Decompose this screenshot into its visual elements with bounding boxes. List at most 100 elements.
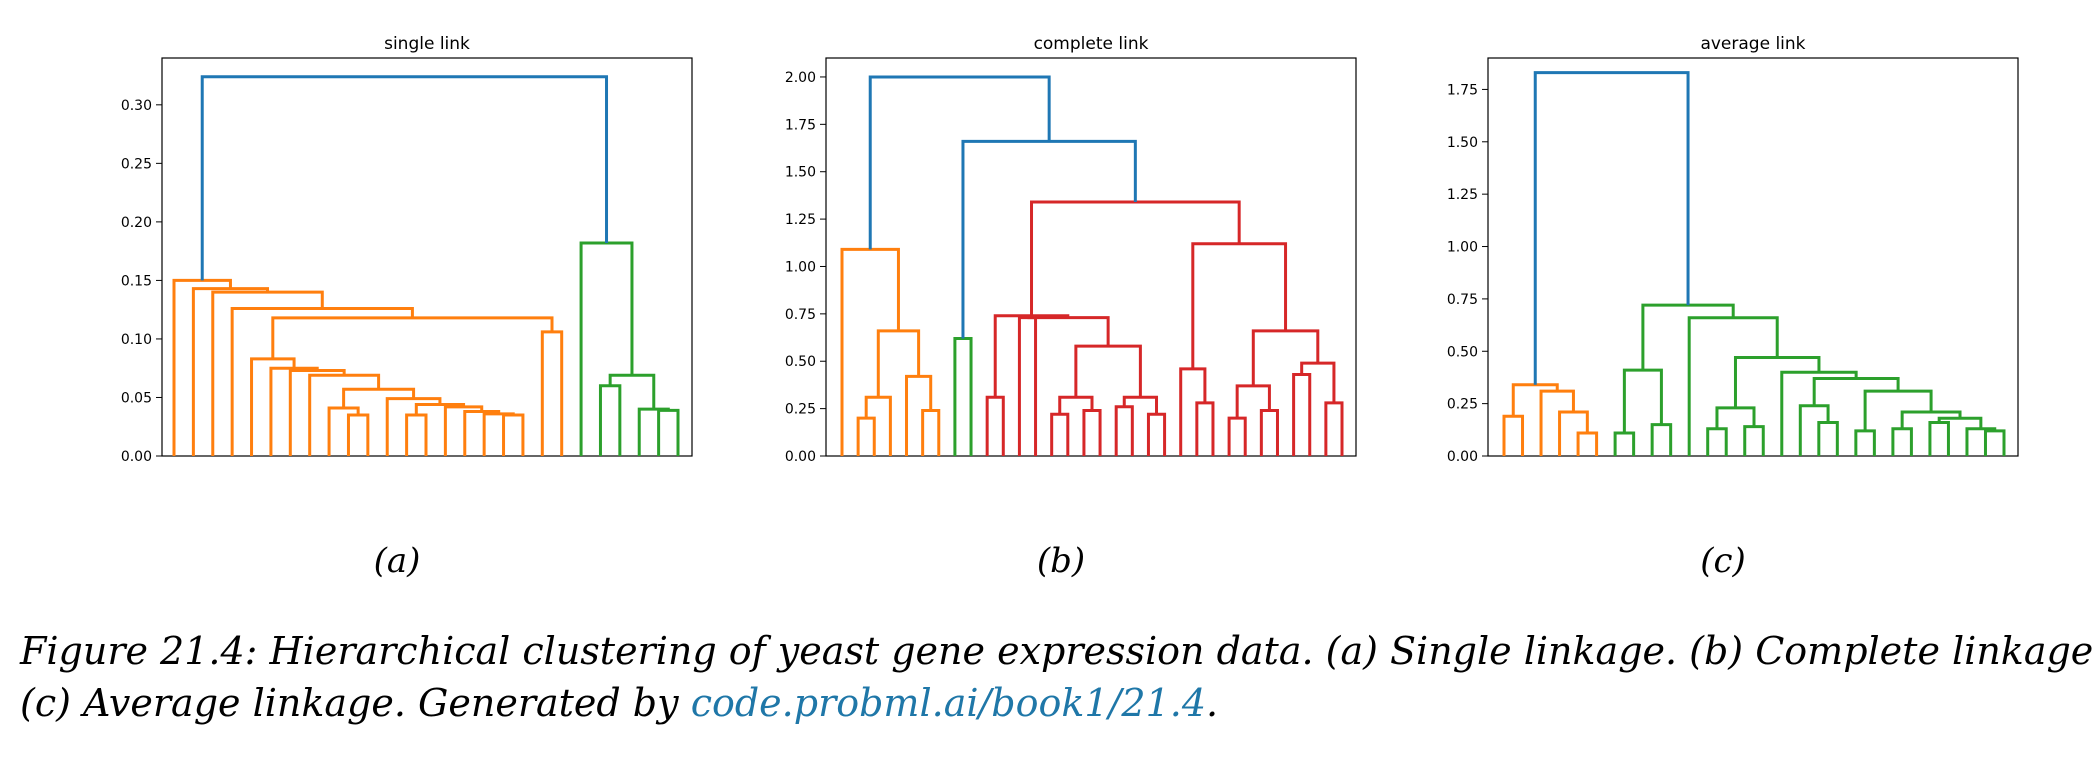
caption-line-2-prefix: (c) Average linkage. Generated by [20, 681, 691, 725]
y-tick-label: 1.50 [1447, 135, 1478, 151]
dendrogram-link [921, 409, 941, 456]
plot-frame [1487, 57, 2019, 457]
dendrogram-link [953, 336, 973, 456]
dendrogram-link [1576, 431, 1599, 456]
dendrogram-link [1179, 367, 1207, 456]
dendrogram-link [598, 384, 622, 456]
y-tick-label: 2.00 [785, 70, 816, 86]
dendrogram-link [993, 314, 1070, 398]
dendrogram-link [1195, 401, 1215, 456]
y-tick-label: 0.00 [1447, 449, 1478, 465]
dendrogram-link [540, 330, 564, 456]
dendrogram-link [1114, 405, 1134, 456]
dendrogram-link [191, 287, 270, 456]
dendrogram-link [579, 241, 634, 456]
y-tick-label: 0.20 [121, 215, 152, 231]
y-tick-label: 1.75 [785, 117, 816, 133]
dendrogram-link [985, 395, 1005, 456]
dendrogram-link [961, 139, 1137, 339]
dendrogram-link [1191, 242, 1288, 369]
dendrogram-link [1733, 356, 1821, 408]
dendrogram-link [637, 407, 670, 456]
dendrogram-link [1502, 414, 1525, 456]
y-tick-label: 0.10 [121, 332, 152, 348]
dendrogram-link [1227, 416, 1247, 456]
y-tick-label: 0.50 [1447, 344, 1478, 360]
dendrogram-link [1050, 412, 1070, 456]
dendrogram-link [1300, 361, 1336, 403]
dendrogram-link [269, 366, 319, 456]
dendrogram-link [1511, 383, 1559, 417]
dendrogram-link [1900, 410, 1962, 429]
dendrogram-link [1891, 427, 1913, 456]
y-tick-label: 0.75 [1447, 292, 1478, 308]
dendrogram-link [876, 329, 921, 398]
dendrogram-link [211, 290, 324, 456]
dendrogram-link [288, 369, 346, 456]
y-tick-label: 0.00 [121, 449, 152, 465]
dendrogram-link [230, 307, 414, 456]
dendrogram-link [250, 357, 296, 456]
plot-title: average link [1700, 34, 1805, 54]
y-tick-label: 0.30 [121, 98, 152, 114]
dendrogram-link [1937, 416, 1983, 429]
dendrogram-link [1706, 427, 1728, 456]
dendrogram-link [327, 406, 360, 456]
dendrogram-link [1650, 423, 1673, 456]
dendrogram-link [868, 75, 1051, 250]
dendrogram-link [463, 410, 501, 456]
panel-average-link: average link 0.00 0.25 0.50 0.75 1.00 1.25 1.50… [1447, 34, 2019, 581]
dendrogram-link [856, 416, 876, 456]
subfigure-label: (c) [1700, 541, 1746, 581]
dendrogram-link [1251, 329, 1320, 386]
caption-line-1: Figure 21.4: Hierarchical clustering of … [20, 629, 2096, 673]
dendrogram-link [905, 374, 933, 456]
y-tick-label: 1.25 [785, 212, 816, 228]
y-tick-label: 0.15 [121, 273, 152, 289]
panel-single-link: single link 0.00 0.05 0.10 0.15 0.20 0.25 0.30 (… [121, 34, 693, 581]
dendrogram-link [1622, 368, 1663, 433]
dendrogram-link [1983, 429, 2006, 456]
dendrogram-link [1324, 401, 1344, 456]
y-tick-label: 0.50 [785, 354, 816, 370]
caption-line-2-suffix: . [1206, 681, 1219, 725]
dendrogram-link [1817, 420, 1839, 456]
y-tick-label: 0.25 [1447, 397, 1478, 413]
y-tick-label: 1.25 [1447, 187, 1478, 203]
dendrogram-link [1030, 200, 1241, 316]
dendrogram-link [172, 278, 232, 456]
figure-caption: Figure 21.4: Hierarchical clustering of … [20, 625, 2096, 729]
dendrogram-link [1965, 427, 1997, 456]
dendrogram-link [1122, 395, 1159, 415]
y-tick-label: 0.00 [785, 449, 816, 465]
dendrogram-link [1074, 344, 1142, 398]
dendrogram-link [482, 412, 515, 456]
dendrogram-link [385, 397, 442, 456]
dendrogram-link [1613, 431, 1636, 456]
plot-frame [161, 57, 693, 457]
dendrogram-link [1259, 409, 1279, 456]
dendrogram-link [608, 373, 656, 410]
dendrogram-link [1928, 420, 1950, 456]
dendrogram-link [1533, 71, 1690, 385]
dendrogram-link [405, 413, 428, 456]
y-tick-label: 0.75 [785, 307, 816, 323]
plot-title: complete link [1034, 34, 1149, 54]
caption-line-2: (c) Average linkage. Generated by code.p… [20, 677, 2090, 729]
y-tick-label: 1.00 [785, 259, 816, 275]
dendrogram-link [1235, 384, 1271, 419]
dendrogram-link [1780, 370, 1858, 456]
y-tick-label: 1.00 [1447, 240, 1478, 256]
dendrogram-link [1058, 395, 1094, 415]
dendrogram-link [1558, 410, 1589, 456]
y-tick-label: 1.50 [785, 165, 816, 181]
dendrogram-link [1146, 412, 1167, 456]
subfigure-label: (a) [374, 541, 421, 581]
y-tick-label: 0.05 [121, 390, 152, 406]
dendrogram-link [864, 395, 892, 456]
dendrogram-link [1798, 404, 1830, 456]
y-tick-label: 1.75 [1447, 82, 1478, 98]
dendrogram-link [346, 413, 370, 456]
caption-link[interactable]: code.probml.ai/book1/21.4 [690, 681, 1207, 725]
